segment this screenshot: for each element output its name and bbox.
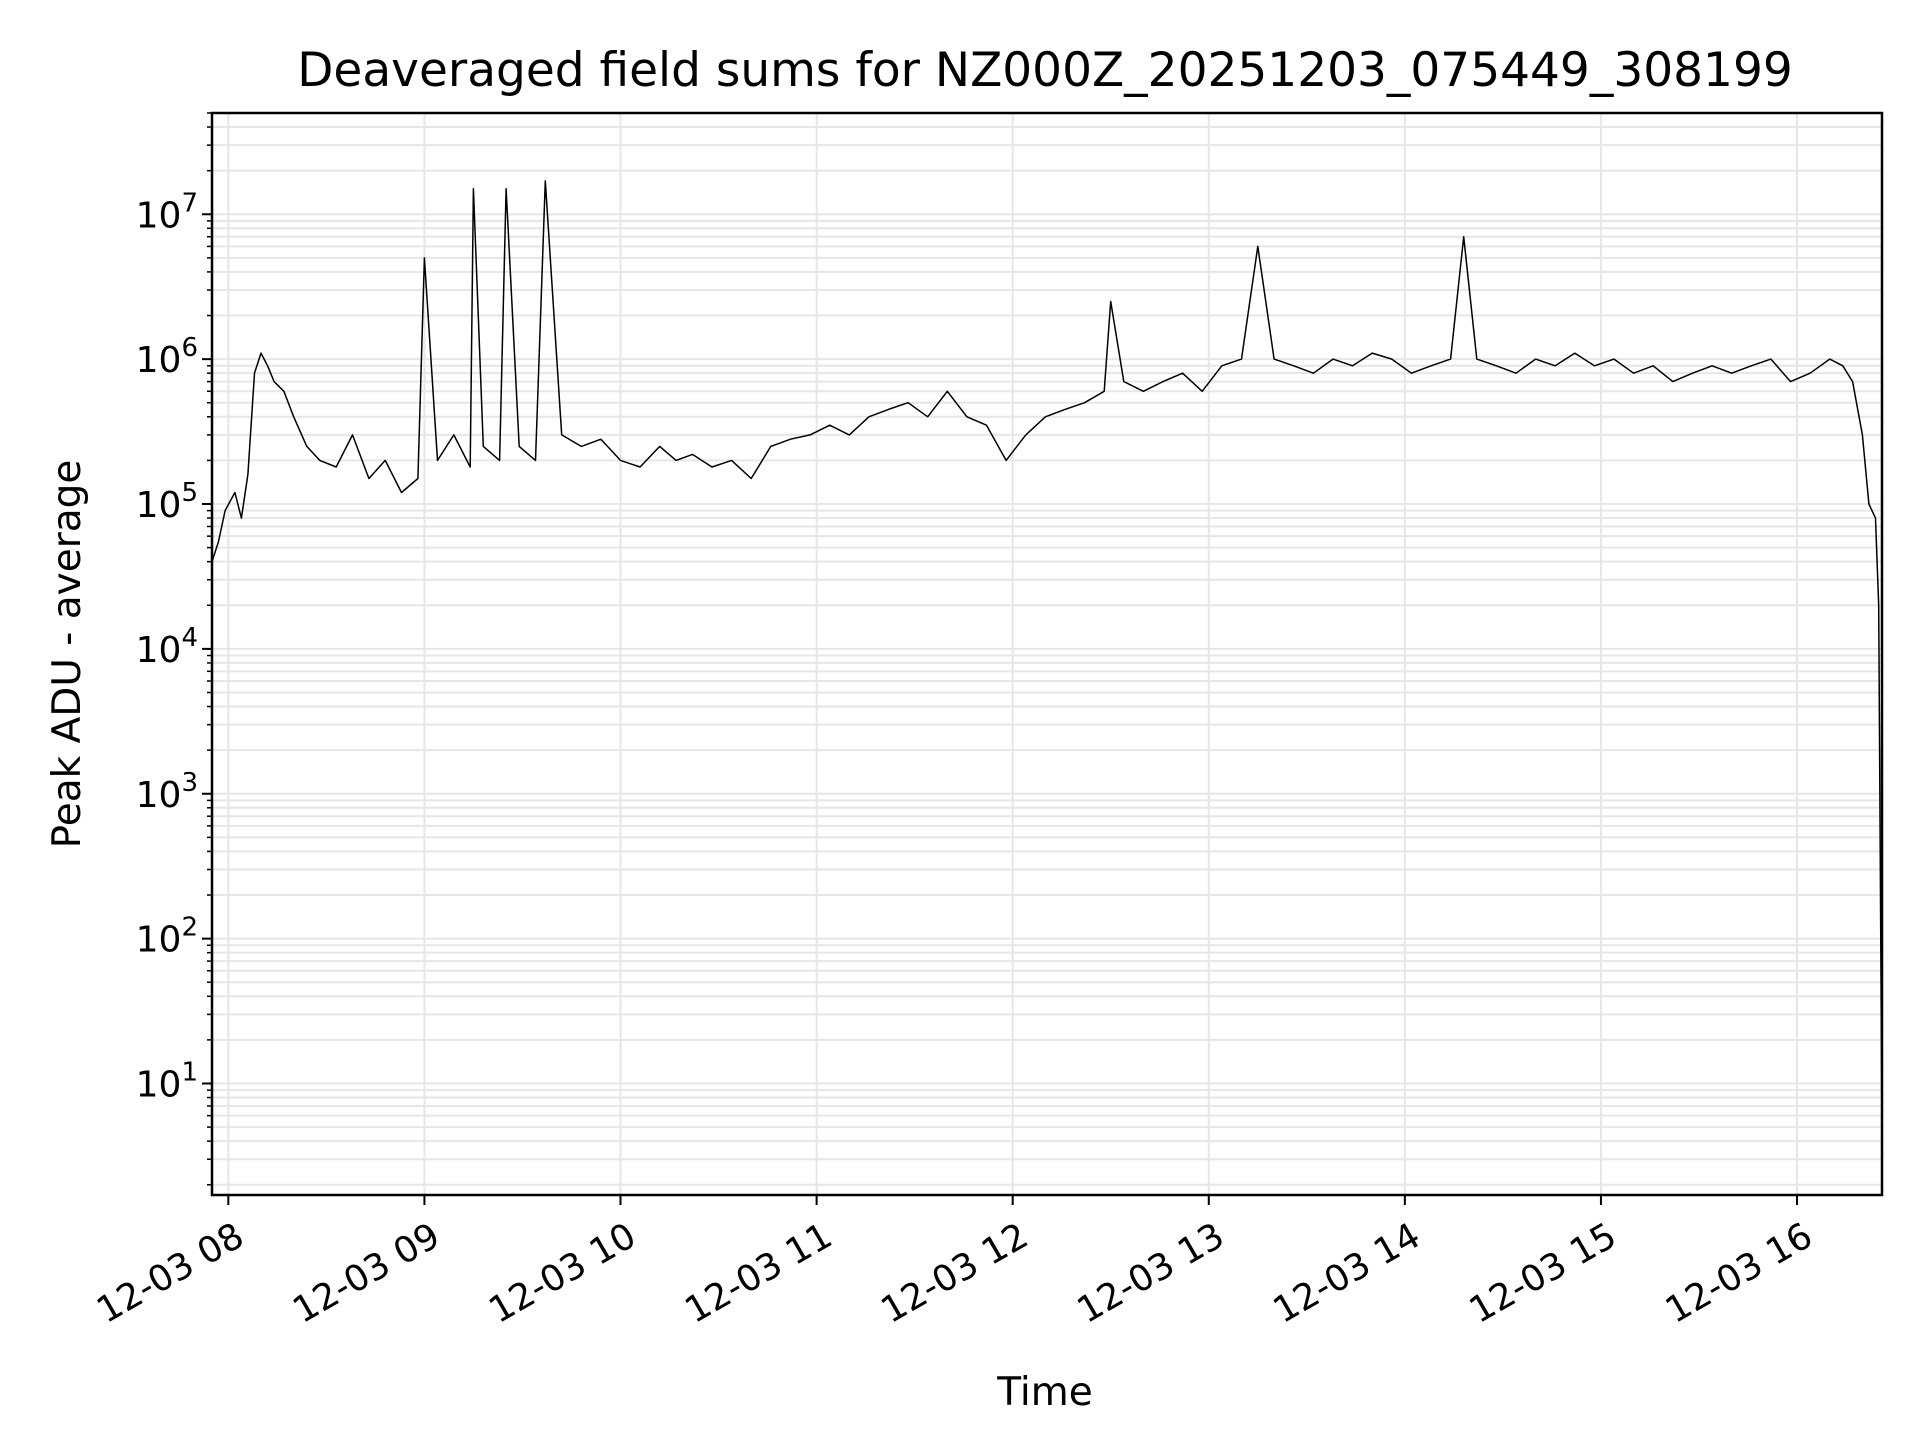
series-line (211, 180, 1883, 1142)
data-series (211, 180, 1883, 1142)
y-tick-label: 102 (136, 913, 198, 961)
y-axis-label: Peak ADU - average (45, 460, 90, 849)
grid-lines (212, 112, 1882, 1195)
chart-title: Deaveraged field sums for NZ000Z_2025120… (297, 43, 1793, 98)
y-tick-label: 105 (136, 478, 198, 526)
x-axis-label: Time (996, 1370, 1092, 1415)
axis-ticks (202, 112, 1799, 1205)
plot-frame (210, 111, 1884, 1197)
